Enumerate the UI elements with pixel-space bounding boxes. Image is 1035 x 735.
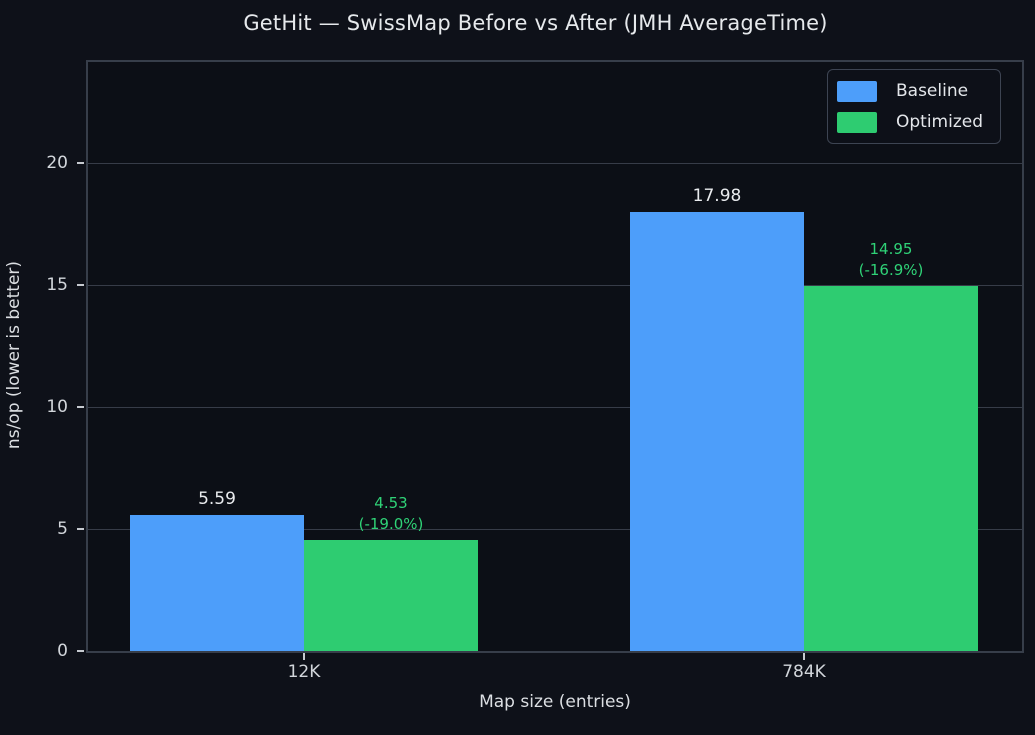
y-tick-mark-0 [77,650,84,652]
bar-baseline-784k [630,212,804,651]
bar-baseline-12k [130,514,304,651]
bar-value-label-optimized-784k: 14.95 (-16.9%) [858,240,924,280]
legend-label-optimized: Optimized [896,112,984,132]
legend-swatch-optimized [837,111,877,133]
plot-area: 5.59 17.98 4.53 (-19.0%) 14.95 (-16.9%) Bas… [86,60,1024,653]
gridline-y-20 [88,162,1022,164]
legend: Baseline Optimized [827,69,1002,144]
x-tick-mark-12k [303,653,305,660]
bar-value-label-optimized-12k: 4.53 (-19.0%) [358,494,424,534]
y-tick-mark-10 [77,406,84,408]
gridline-y-10 [88,406,1022,408]
gridline-y-5 [88,528,1022,530]
legend-swatch-baseline [837,80,877,102]
x-tick-label-12k: 12K [287,662,321,682]
y-tick-label-0: 0 [57,641,68,661]
y-tick-label-10: 10 [46,397,68,417]
x-tick-label-784k: 784K [782,662,826,682]
y-tick-mark-5 [77,528,84,530]
bar-optimized-12k [304,540,478,651]
bar-value-label-baseline-12k: 5.59 [198,488,236,509]
x-axis-label: Map size (entries) [479,692,631,712]
chart-title: GetHit — SwissMap Before vs After (JMH A… [243,11,828,35]
gridline-y-15 [88,284,1022,286]
y-tick-label-20: 20 [46,153,68,173]
legend-item-optimized: Optimized [837,108,983,136]
y-tick-mark-20 [77,162,84,164]
y-tick-label-5: 5 [57,519,68,539]
y-tick-label-15: 15 [46,275,68,295]
legend-item-baseline: Baseline [837,77,983,105]
bar-optimized-784k [804,286,978,651]
x-tick-mark-784k [803,653,805,660]
bar-value-label-baseline-784k: 17.98 [692,186,742,207]
y-tick-mark-15 [77,284,84,286]
legend-label-baseline: Baseline [896,81,969,101]
